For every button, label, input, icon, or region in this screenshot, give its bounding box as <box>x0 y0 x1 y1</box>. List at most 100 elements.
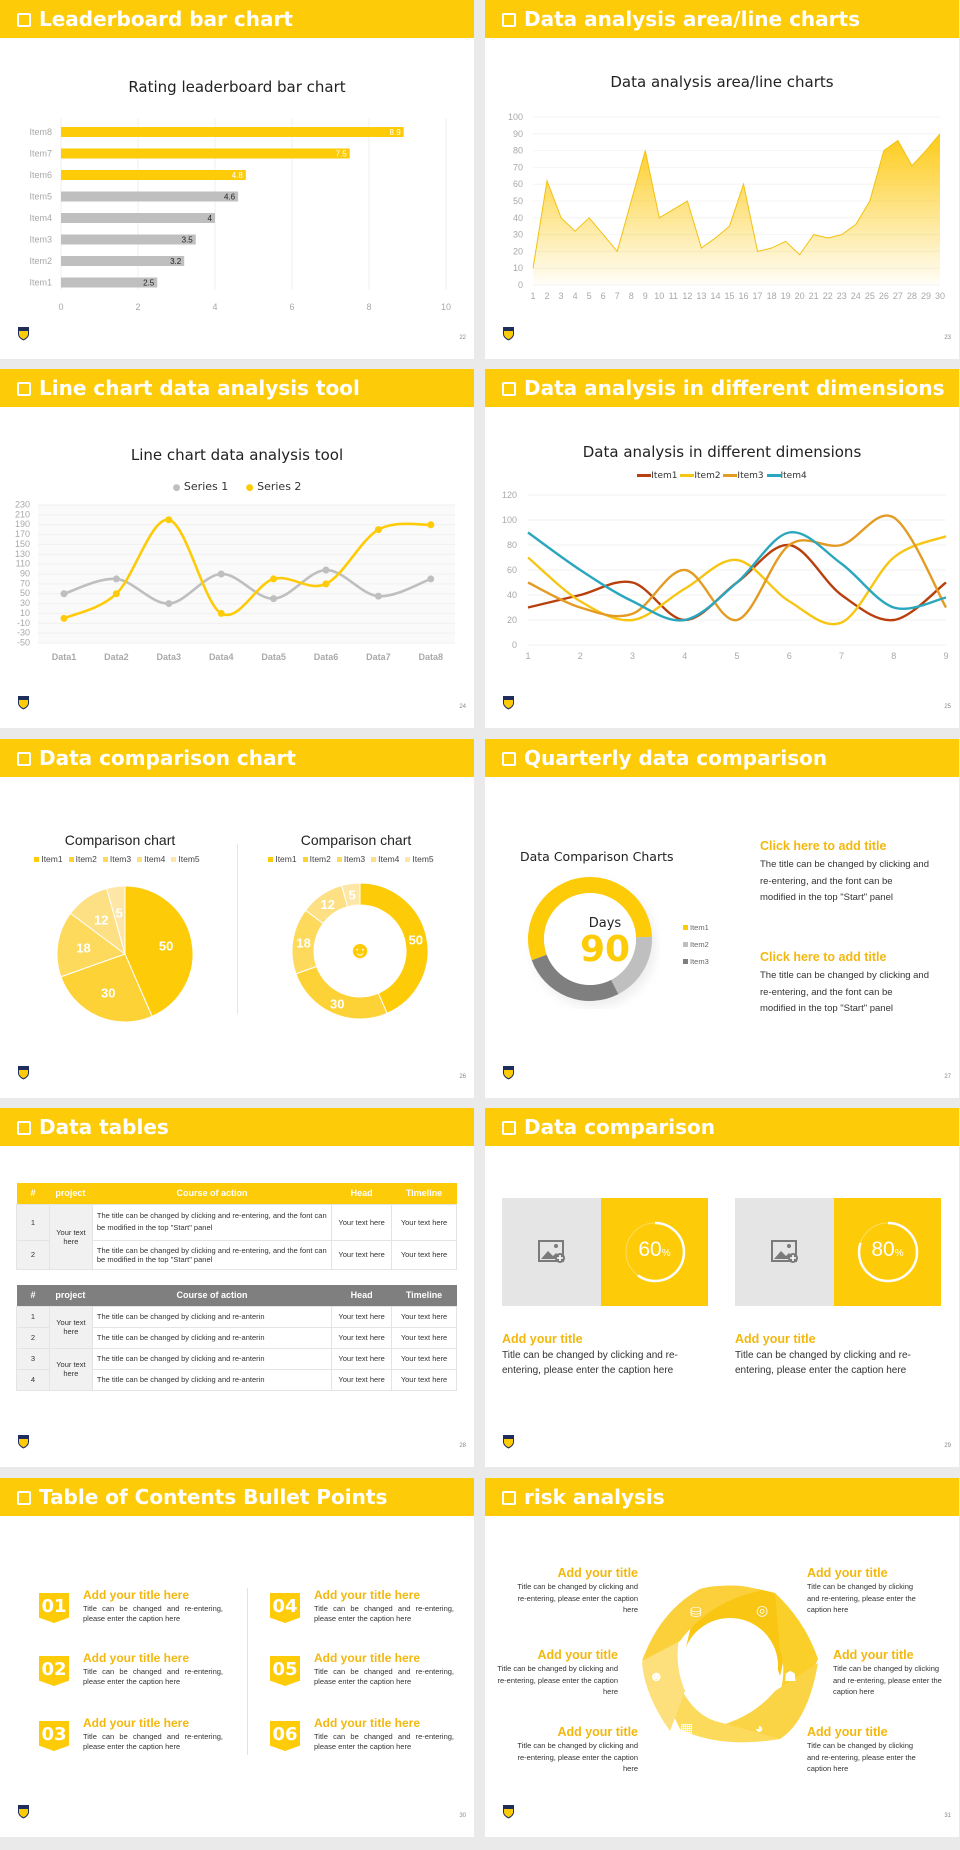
svg-text:Data4: Data4 <box>209 652 234 662</box>
page-number: 29 <box>944 1443 951 1449</box>
svg-text:19: 19 <box>781 291 791 301</box>
slide-multi-dimension-chart: Data analysis in different dimensions Da… <box>485 369 959 728</box>
person-icon: ☻ <box>347 937 372 964</box>
logo-icon <box>18 1435 29 1449</box>
table-row: 4 The title can be changed by clicking a… <box>16 1368 457 1391</box>
page-number: 23 <box>944 335 951 341</box>
checkbox-icon <box>17 1121 31 1135</box>
svg-text:3.2: 3.2 <box>170 257 182 266</box>
svg-text:4: 4 <box>212 302 217 312</box>
percent-value: 60% <box>638 1238 671 1261</box>
svg-text:-30: -30 <box>17 628 30 638</box>
svg-text:-10: -10 <box>17 618 30 628</box>
risk-item: Add your title Title can be changed by c… <box>495 1648 618 1698</box>
risk-item-title[interactable]: Add your title <box>833 1648 914 1662</box>
risk-item-title[interactable]: Add your title <box>557 1566 638 1580</box>
toc-item-title[interactable]: Add your title here <box>314 1716 421 1730</box>
svg-text:170: 170 <box>15 529 30 539</box>
caption-1: Add your title Title can be changed by c… <box>502 1332 678 1376</box>
svg-text:11: 11 <box>669 291 678 301</box>
team-icon: ☗ <box>784 1668 797 1684</box>
svg-text:90: 90 <box>20 569 30 579</box>
percent-panel: 60% <box>601 1198 708 1306</box>
donut-legend: Item1 Item2 Item3 Item4 Item5 <box>234 854 474 864</box>
logo-icon <box>18 327 29 341</box>
risk-item-title[interactable]: Add your title <box>537 1648 618 1662</box>
svg-text:26: 26 <box>879 291 889 301</box>
toc-item-body: Title can be changed and re-entering, pl… <box>314 1732 454 1751</box>
chart-title: Rating leaderboard bar chart <box>128 78 346 96</box>
slide-leaderboard-bar-chart: Leaderboard bar chart Rating leaderboard… <box>0 0 474 359</box>
svg-text:7: 7 <box>615 291 620 301</box>
svg-text:40: 40 <box>513 213 523 223</box>
svg-text:Data3: Data3 <box>157 652 182 662</box>
slide-line-chart-tool: Line chart data analysis tool Line chart… <box>0 369 474 728</box>
svg-text:50: 50 <box>409 932 423 947</box>
toc-item-title[interactable]: Add your title here <box>83 1588 190 1602</box>
svg-text:18: 18 <box>296 935 310 950</box>
svg-text:6: 6 <box>289 302 294 312</box>
legend-series-1: ● Series 1 <box>172 480 229 493</box>
svg-text:40: 40 <box>507 590 517 600</box>
svg-text:230: 230 <box>15 500 30 510</box>
legend-item: Item2 <box>68 854 97 864</box>
risk-item-title[interactable]: Add your title <box>807 1566 888 1580</box>
svg-text:5: 5 <box>349 888 356 903</box>
toc-item-title[interactable]: Add your title here <box>314 1588 421 1602</box>
risk-item-title[interactable]: Add your title <box>557 1725 638 1739</box>
svg-text:21: 21 <box>809 291 819 301</box>
risk-item-body: Title can be changed by clicking and re-… <box>807 1582 916 1614</box>
svg-text:3: 3 <box>630 651 635 661</box>
table-row: 1 Your text here The title can be change… <box>16 1305 457 1349</box>
svg-text:5: 5 <box>587 291 592 301</box>
legend-item: Item2 <box>302 854 331 864</box>
svg-text:Item3: Item3 <box>29 235 52 245</box>
pie-chart-icon: ◕ <box>755 1720 763 1736</box>
slide-quarterly-comparison: Quarterly data comparison Data Compariso… <box>485 739 959 1098</box>
risk-item-body: Title can be changed by clicking and re-… <box>833 1664 942 1696</box>
toc-item-body: Title can be changed and re-entering, pl… <box>314 1604 454 1623</box>
svg-text:3.5: 3.5 <box>182 236 194 245</box>
chart-title: Data Comparison Charts <box>520 849 674 864</box>
money-bag-icon: ⛁ <box>690 1604 702 1620</box>
page-number: 28 <box>459 1443 466 1449</box>
svg-text:0: 0 <box>518 280 523 290</box>
svg-text:13: 13 <box>696 291 706 301</box>
legend-item: Item1 <box>268 854 297 864</box>
toc-item-title[interactable]: Add your title here <box>83 1716 190 1730</box>
toc-item: 02 Add your title here Title can be chan… <box>39 1651 239 1704</box>
legend-item: Item2 <box>683 936 709 953</box>
logo-icon <box>503 1805 514 1819</box>
image-placeholder[interactable] <box>502 1198 601 1306</box>
data-table-2: # project Course of action Head Timeline… <box>16 1285 457 1391</box>
toc-item-body: Title can be changed and re-entering, pl… <box>83 1732 223 1751</box>
svg-text:8: 8 <box>629 291 634 301</box>
donut-title: Comparison chart <box>300 832 412 848</box>
svg-text:Data6: Data6 <box>314 652 339 662</box>
svg-text:Item5: Item5 <box>29 192 52 202</box>
checkbox-icon <box>502 1121 516 1135</box>
risk-item-title[interactable]: Add your title <box>807 1725 888 1739</box>
toc-item-title[interactable]: Add your title here <box>314 1651 421 1665</box>
svg-text:30: 30 <box>101 986 115 1001</box>
svg-text:22: 22 <box>823 291 833 301</box>
svg-text:100: 100 <box>502 515 517 525</box>
pie-title: Comparison chart <box>64 832 176 848</box>
logo-icon <box>503 327 514 341</box>
svg-text:6: 6 <box>787 651 792 661</box>
svg-text:Data2: Data2 <box>104 652 129 662</box>
svg-text:0: 0 <box>512 640 517 650</box>
svg-text:60: 60 <box>513 179 523 189</box>
chart-legend: ● Series 1 ● Series 2 <box>0 480 474 493</box>
slide-pie-comparison: Data comparison chart Comparison chart C… <box>0 739 474 1098</box>
svg-text:24: 24 <box>851 291 861 301</box>
svg-text:50: 50 <box>513 196 523 206</box>
chart-title: Data analysis in different dimensions <box>582 443 862 461</box>
risk-cycle-diagram: ⛁ ◎ ☗ ◕ ▦ ☻ <box>642 1585 818 1743</box>
svg-text:18: 18 <box>767 291 777 301</box>
image-placeholder[interactable] <box>735 1198 834 1306</box>
toc-item-title[interactable]: Add your title here <box>83 1651 190 1665</box>
svg-text:9: 9 <box>943 651 948 661</box>
legend-item: Item2 <box>680 471 723 481</box>
add-image-icon <box>538 1240 565 1263</box>
